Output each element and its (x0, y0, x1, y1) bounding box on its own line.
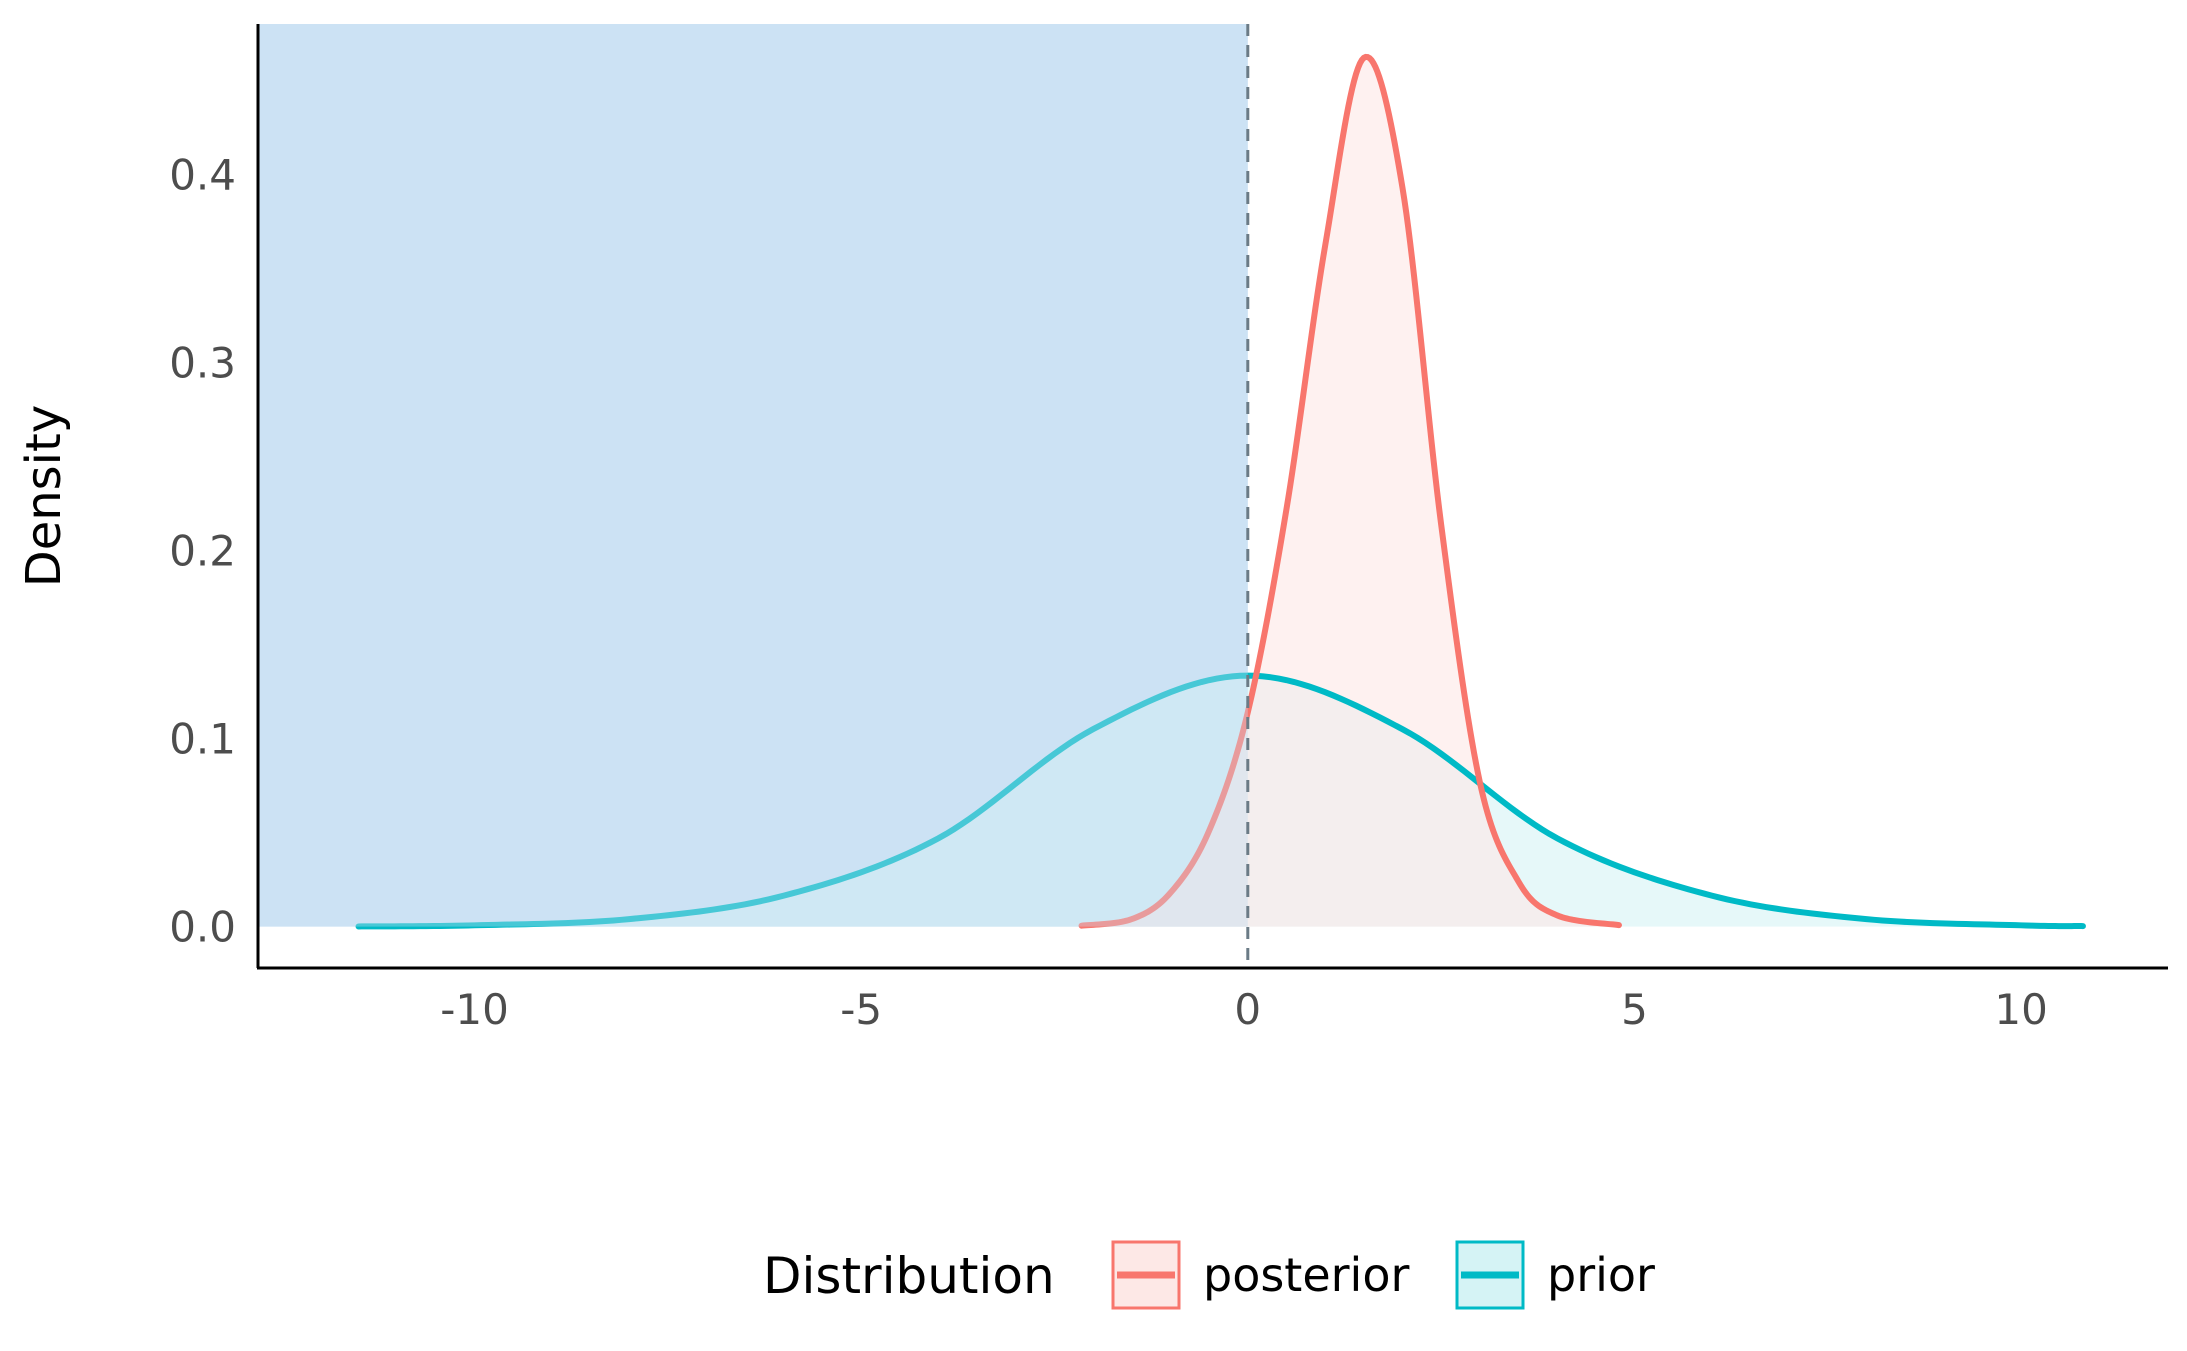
x-tick-label: -5 (840, 985, 882, 1034)
x-tick-label: 5 (1621, 985, 1648, 1034)
y-tick-label: 0.4 (169, 150, 236, 199)
y-tick-label: 0.1 (169, 715, 236, 764)
x-tick-label: -10 (440, 985, 509, 1034)
y-tick-label: 0.2 (169, 527, 236, 576)
posterior-line (1078, 53, 1622, 929)
legend: Distribution posterior prior (763, 1240, 1655, 1310)
plot-area (258, 24, 2086, 968)
legend-label-posterior: posterior (1203, 1248, 1409, 1302)
x-tick-label: 0 (1234, 985, 1261, 1034)
shaded-region-overlay (258, 24, 1248, 927)
y-axis-title: Density (16, 405, 72, 587)
legend-label-prior: prior (1547, 1248, 1655, 1302)
y-tick-label: 0.0 (169, 903, 236, 952)
posterior-area (1081, 56, 1619, 927)
legend-title: Distribution (763, 1247, 1055, 1305)
x-tick-label: 10 (1994, 985, 2047, 1034)
y-tick-label: 0.3 (169, 338, 236, 387)
tick-labels: -10 -5 0 5 10 0.0 0.1 0.2 0.3 0.4 (169, 150, 2048, 1034)
axes (256, 24, 2168, 970)
